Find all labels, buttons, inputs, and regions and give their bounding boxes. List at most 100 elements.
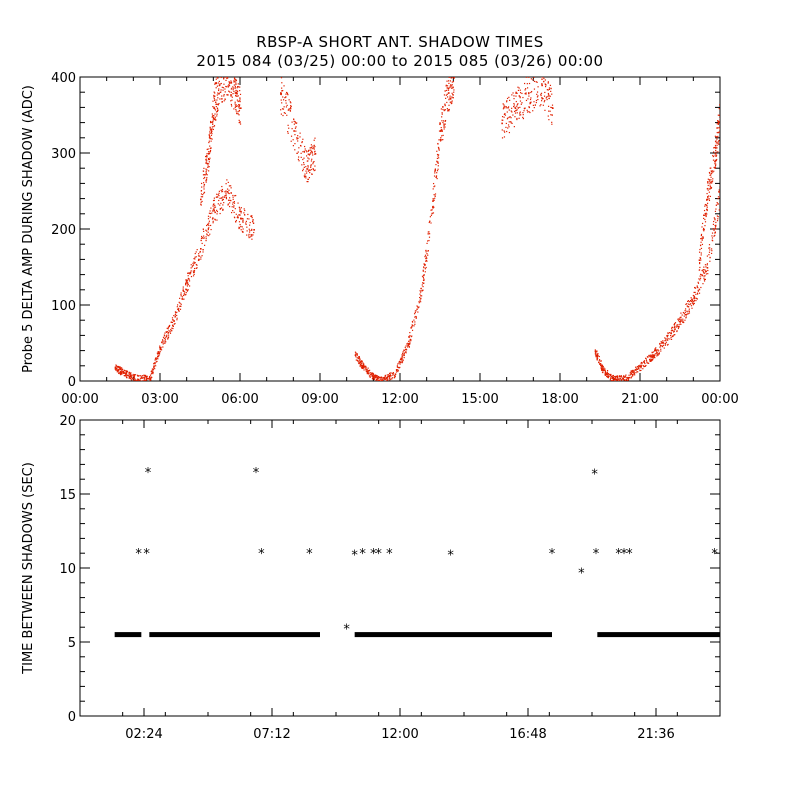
data-point bbox=[413, 319, 415, 321]
data-point bbox=[158, 353, 161, 355]
data-point bbox=[706, 263, 708, 265]
data-point bbox=[532, 70, 533, 71]
data-point bbox=[706, 213, 708, 215]
data-point bbox=[451, 70, 452, 71]
data-point bbox=[504, 112, 506, 115]
data-point bbox=[230, 211, 233, 214]
plot-area: * ** ** *** * ** * * **** *** * bbox=[114, 466, 720, 638]
data-point bbox=[165, 331, 167, 333]
data-point bbox=[508, 116, 510, 119]
data-point bbox=[151, 368, 153, 370]
data-point bbox=[208, 135, 211, 137]
data-point bbox=[118, 372, 120, 375]
data-point bbox=[167, 332, 169, 334]
data-point bbox=[411, 324, 413, 326]
data-point bbox=[676, 324, 679, 326]
data-point bbox=[209, 212, 212, 215]
data-point bbox=[548, 94, 550, 96]
data-point bbox=[416, 308, 418, 310]
data-point bbox=[452, 70, 453, 71]
data-point bbox=[216, 210, 218, 213]
data-point bbox=[446, 80, 448, 82]
data-point bbox=[613, 380, 616, 381]
x-tick-label: 06:00 bbox=[221, 392, 258, 407]
data-point bbox=[218, 88, 220, 90]
data-point bbox=[219, 212, 221, 215]
baseline-band bbox=[597, 632, 720, 638]
data-point bbox=[401, 358, 403, 360]
data-point bbox=[652, 358, 654, 361]
data-point bbox=[407, 342, 409, 344]
data-point bbox=[375, 374, 377, 377]
data-point bbox=[672, 335, 674, 337]
data-point bbox=[157, 352, 160, 355]
data-point bbox=[220, 207, 223, 209]
data-point bbox=[440, 130, 442, 132]
data-point bbox=[673, 324, 675, 326]
data-point bbox=[129, 378, 132, 380]
data-point bbox=[594, 349, 596, 351]
data-point bbox=[249, 221, 251, 224]
data-point bbox=[444, 90, 446, 92]
data-point bbox=[311, 152, 313, 154]
data-point bbox=[309, 169, 311, 172]
data-point bbox=[533, 101, 535, 103]
data-point bbox=[289, 101, 291, 103]
data-point bbox=[660, 350, 662, 352]
data-point bbox=[294, 149, 296, 151]
data-point bbox=[159, 346, 161, 349]
data-point bbox=[528, 95, 530, 97]
data-point bbox=[437, 143, 439, 145]
data-point bbox=[717, 141, 719, 143]
data-point bbox=[611, 377, 613, 380]
data-point bbox=[209, 136, 211, 138]
data-point bbox=[173, 323, 175, 325]
data-point bbox=[168, 330, 170, 332]
data-point bbox=[225, 194, 227, 196]
data-point bbox=[399, 361, 401, 364]
data-point bbox=[539, 105, 541, 107]
data-point bbox=[387, 376, 389, 378]
data-point bbox=[236, 91, 239, 93]
data-point bbox=[712, 154, 714, 157]
data-point bbox=[409, 334, 411, 337]
data-point bbox=[712, 178, 714, 180]
data-point bbox=[366, 371, 369, 373]
data-point bbox=[188, 280, 191, 282]
data-point bbox=[428, 231, 430, 233]
data-point bbox=[444, 104, 446, 107]
data-point bbox=[423, 279, 425, 281]
data-point bbox=[221, 188, 224, 191]
data-point bbox=[216, 193, 218, 195]
data-point bbox=[441, 135, 443, 137]
data-point bbox=[712, 240, 714, 242]
data-point bbox=[141, 377, 143, 379]
data-point bbox=[226, 59, 227, 60]
data-point bbox=[225, 190, 227, 192]
data-point bbox=[175, 312, 177, 314]
data-point bbox=[218, 80, 220, 83]
data-point bbox=[661, 345, 663, 347]
data-point bbox=[520, 103, 522, 105]
data-point bbox=[703, 279, 706, 281]
data-point bbox=[238, 227, 240, 230]
data-point bbox=[428, 233, 431, 235]
data-point bbox=[600, 367, 602, 370]
data-point bbox=[153, 365, 156, 367]
data-point bbox=[364, 365, 367, 367]
data-point bbox=[230, 82, 233, 84]
data-point bbox=[116, 370, 119, 372]
data-point bbox=[282, 114, 284, 117]
data-point bbox=[428, 236, 431, 238]
data-point bbox=[387, 374, 389, 376]
data-point bbox=[699, 277, 702, 279]
data-point bbox=[212, 128, 214, 131]
data-point bbox=[398, 367, 400, 369]
data-point bbox=[401, 355, 403, 357]
data-point bbox=[170, 330, 172, 332]
data-point bbox=[220, 77, 222, 79]
data-point bbox=[503, 113, 506, 116]
data-point bbox=[506, 107, 508, 109]
data-point bbox=[403, 354, 405, 357]
data-point bbox=[137, 378, 140, 381]
